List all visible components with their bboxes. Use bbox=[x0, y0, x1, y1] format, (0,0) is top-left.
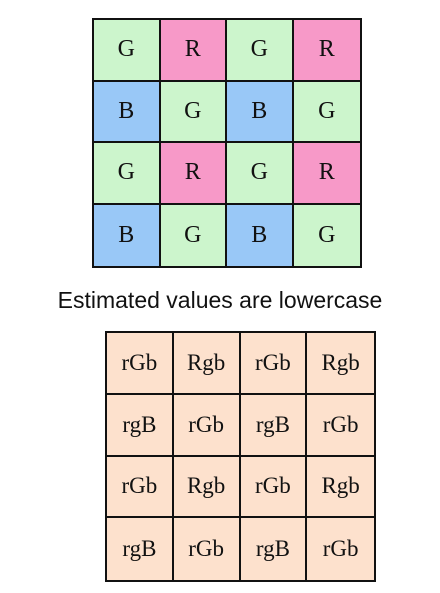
estimated-cell: rgB bbox=[107, 394, 174, 457]
estimated-cell: Rgb bbox=[173, 333, 241, 395]
bayer-cell: G bbox=[160, 204, 227, 266]
bayer-cell: R bbox=[293, 20, 360, 82]
estimated-cell: rGb bbox=[173, 394, 241, 457]
estimated-values-grid: rGb Rgb rGb Rgb rgB rGb rgB rGb rGb Rgb rGb Rgb rgB r… bbox=[105, 331, 376, 582]
estimated-cell: rGb bbox=[240, 333, 308, 395]
bayer-cell: B bbox=[227, 81, 294, 143]
bayer-cell: R bbox=[293, 143, 360, 205]
estimated-cell: rGb bbox=[307, 394, 374, 457]
bayer-cell: G bbox=[293, 204, 360, 266]
bayer-cell: G bbox=[94, 143, 161, 205]
bayer-cell: G bbox=[94, 20, 161, 82]
caption: Estimated values are lowercase bbox=[57, 287, 383, 313]
bayer-cell: G bbox=[227, 143, 294, 205]
bayer-cell: G bbox=[227, 20, 294, 82]
estimated-cell: rGb bbox=[107, 333, 174, 395]
bayer-cell: R bbox=[160, 143, 227, 205]
estimated-cell: rGb bbox=[173, 518, 241, 580]
estimated-cell: rGb bbox=[307, 518, 374, 580]
estimated-cell: rgB bbox=[107, 518, 174, 580]
bayer-cell: R bbox=[160, 20, 227, 82]
bayer-cell: G bbox=[160, 81, 227, 143]
bayer-cell: B bbox=[94, 81, 161, 143]
estimated-cell: rGb bbox=[240, 456, 308, 519]
estimated-cell: Rgb bbox=[307, 333, 374, 395]
estimated-cell: rgB bbox=[240, 518, 308, 580]
estimated-cell: rGb bbox=[107, 456, 174, 519]
estimated-cell: Rgb bbox=[307, 456, 374, 519]
bayer-cell: B bbox=[94, 204, 161, 266]
estimated-cell: rgB bbox=[240, 394, 308, 457]
bayer-cell: G bbox=[293, 81, 360, 143]
estimated-cell: Rgb bbox=[173, 456, 241, 519]
bayer-cell: B bbox=[227, 204, 294, 266]
